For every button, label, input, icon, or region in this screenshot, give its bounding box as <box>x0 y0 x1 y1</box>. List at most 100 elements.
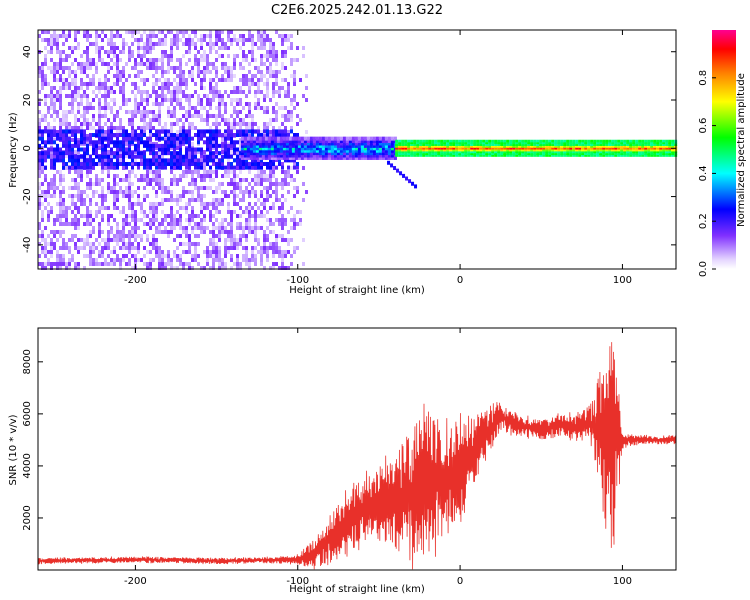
heatmap-cell <box>327 141 331 146</box>
heatmap-cell <box>41 230 44 234</box>
heatmap-cell <box>518 152 522 156</box>
heatmap-cell <box>101 238 104 242</box>
heatmap-cell <box>357 148 361 153</box>
heatmap-cell <box>44 46 47 50</box>
heatmap-cell <box>110 190 113 194</box>
heatmap-cell <box>131 162 134 166</box>
heatmap-cell <box>62 82 65 86</box>
heatmap-cell <box>71 166 74 170</box>
heatmap-cell <box>143 198 146 202</box>
heatmap-cell <box>47 262 50 266</box>
heatmap-cell <box>164 218 167 222</box>
heatmap-cell <box>164 190 167 194</box>
heatmap-cell <box>230 214 233 218</box>
heatmap-cell <box>293 186 296 190</box>
heatmap-cell <box>98 102 101 106</box>
heatmap-cell <box>209 218 212 222</box>
heatmap-cell <box>119 133 122 138</box>
heatmap-cell <box>191 126 194 130</box>
heatmap-cell <box>455 145 459 148</box>
heatmap-cell <box>542 143 546 146</box>
heatmap-cell <box>41 182 44 186</box>
heatmap-cell <box>74 242 77 246</box>
heatmap-cell <box>212 66 215 70</box>
heatmap-cell <box>267 151 271 156</box>
heatmap-cell <box>233 58 236 62</box>
heatmap-cell <box>575 143 579 146</box>
heatmap-cell <box>200 34 203 38</box>
heatmap-cell <box>176 34 179 38</box>
heatmap-cell <box>152 161 155 166</box>
heatmap-cell <box>300 148 304 153</box>
colorbar: 0.00.20.40.60.8 Normalized spectral ampl… <box>698 30 747 277</box>
heatmap-cell <box>161 182 164 186</box>
heatmap-cell <box>98 90 101 94</box>
heatmap-cell <box>62 140 65 145</box>
heatmap-cell <box>378 155 382 160</box>
heatmap-cell <box>560 154 564 157</box>
heatmap-cell <box>599 154 603 157</box>
heatmap-cell <box>74 86 77 90</box>
heatmap-cell <box>644 154 648 157</box>
heatmap-cell <box>245 254 248 258</box>
heatmap-cell <box>68 102 71 106</box>
heatmap-cell <box>254 262 257 266</box>
heatmap-cell <box>230 136 233 141</box>
heatmap-cell <box>152 74 155 78</box>
heatmap-cell <box>623 141 627 145</box>
x-tick-label: 0 <box>457 275 463 286</box>
heatmap-cell <box>584 139 588 143</box>
heatmap-cell <box>50 102 53 106</box>
heatmap-cell <box>273 151 277 156</box>
heatmap-cell <box>86 186 89 190</box>
heatmap-cell <box>440 150 444 154</box>
heatmap-cell <box>47 210 50 214</box>
heatmap-cell <box>110 98 113 102</box>
heatmap-cell <box>152 34 155 38</box>
heatmap-cell <box>276 143 280 148</box>
heatmap-cell <box>86 38 89 42</box>
heatmap-cell <box>236 122 239 126</box>
heatmap-cell <box>122 50 125 54</box>
heatmap-cell <box>254 194 257 198</box>
heatmap-cell <box>212 42 215 46</box>
heatmap-cell <box>101 230 104 234</box>
heatmap-cell <box>336 139 340 144</box>
heatmap-cell <box>288 143 292 148</box>
heatmap-cell <box>626 141 630 145</box>
heatmap-cell <box>464 152 468 156</box>
heatmap-cell <box>485 141 489 145</box>
heatmap-cell <box>378 136 382 141</box>
heatmap-cell <box>266 66 269 70</box>
heatmap-cell <box>116 143 119 148</box>
heatmap-cell <box>146 238 149 242</box>
heatmap-cell <box>62 258 65 262</box>
heatmap-cell <box>155 143 158 148</box>
heatmap-cell <box>518 154 522 157</box>
heatmap-cell <box>185 230 188 234</box>
snr-frame <box>37 327 677 571</box>
heatmap-cell <box>390 153 394 158</box>
heatmap-cell <box>542 152 546 156</box>
heatmap-cell <box>182 106 185 110</box>
heatmap-cell <box>518 145 522 148</box>
heatmap-cell <box>125 242 128 246</box>
heatmap-cell <box>59 86 62 90</box>
heatmap-cell <box>290 166 293 170</box>
heatmap-cell <box>599 150 603 154</box>
heatmap-cell <box>179 226 182 230</box>
heatmap-cell <box>233 74 236 78</box>
heatmap-cell <box>248 258 251 262</box>
heatmap-cell <box>545 143 549 146</box>
heatmap-cell <box>243 148 247 153</box>
heatmap-cell <box>275 238 278 242</box>
heatmap-cell <box>56 133 59 138</box>
heatmap-cell <box>425 139 429 143</box>
colorbar-ticks: 0.00.20.40.60.8 <box>698 70 716 277</box>
heatmap-cell <box>230 140 233 145</box>
heatmap-cell <box>38 154 41 159</box>
heatmap-cell <box>206 202 209 206</box>
heatmap-cell <box>215 133 218 138</box>
heatmap-cell <box>38 110 41 114</box>
heatmap-cell <box>188 143 191 148</box>
